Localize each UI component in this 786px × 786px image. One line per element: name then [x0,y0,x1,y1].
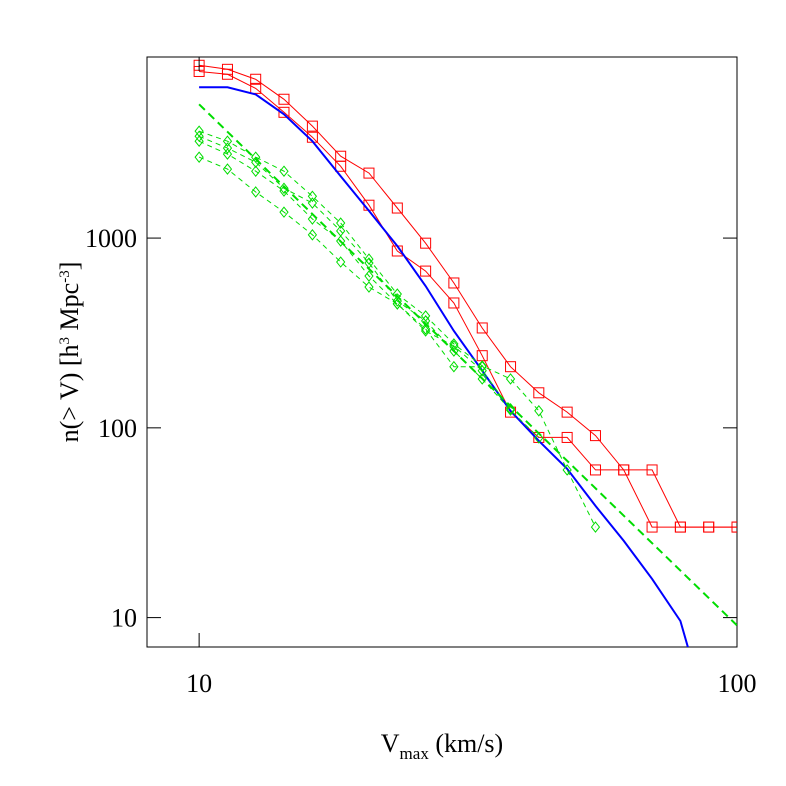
square-marker [731,521,737,533]
diamond-marker [392,295,402,307]
y-label-sup: 3 [57,337,73,345]
diamond-marker [420,325,431,337]
diamond-marker [307,197,318,209]
diamond-marker [420,323,431,335]
square-marker [250,73,262,85]
diamond-marker [279,165,289,178]
diamond-marker [222,148,233,160]
diamond-marker [222,135,233,147]
series-line [199,64,737,528]
square-marker [391,202,403,214]
diamond-marker [336,256,346,268]
diamond-marker [222,142,233,154]
plot-frame [146,56,738,648]
square-marker [674,521,686,533]
diamond-marker [477,364,487,377]
diamond-marker [251,156,261,169]
diamond-marker [477,360,487,373]
square-marker [278,106,290,118]
diamond-marker [194,151,204,163]
square-marker [589,464,601,476]
diamond-marker [590,521,601,533]
diamond-marker [449,345,459,357]
x-axis-label: Vmax (km/s) [381,729,503,763]
diamond-marker [279,182,289,195]
square-marker [306,120,318,132]
diamond-marker [279,206,289,218]
square-marker [505,361,517,373]
y-tick-label: 1000 [85,224,137,253]
square-marker [646,521,658,533]
square-marker [646,464,658,476]
square-marker [589,430,601,442]
series-line [198,130,596,528]
y-label-part: ] [55,262,84,271]
square-marker [618,464,630,476]
diamond-marker [307,190,318,203]
diamond-marker [477,373,487,385]
x-label-sub: max [400,744,430,763]
square-marker [221,68,233,80]
square-marker [420,265,432,277]
diamond-marker [534,404,544,417]
x-tick-label: 100 [718,669,757,698]
square-marker [703,521,715,533]
y-label-part: Mpc [55,283,84,337]
diamond-marker [364,270,374,282]
series-line [198,156,511,410]
square-marker [420,237,432,249]
diamond-marker [364,253,374,265]
square-marker [533,387,545,399]
series-line [199,71,737,528]
diamond-marker [251,165,261,178]
square-marker [278,93,290,105]
diamond-marker [336,217,346,229]
square-marker [448,277,460,289]
y-tick-label: 10 [111,604,137,633]
square-marker [561,406,573,418]
series-line [198,135,540,439]
diamond-marker [449,340,459,352]
y-axis-label: n(> V) [h3 Mpc-3] [55,262,84,443]
series-line [198,140,483,368]
diamond-marker [505,373,516,385]
diamond-marker [307,213,318,225]
diamond-marker [307,229,318,241]
square-marker [561,431,573,443]
y-label-sup: -3 [57,270,73,283]
square-marker [363,167,375,179]
diamond-marker [336,235,346,247]
diamond-marker [392,298,402,310]
diamond-marker [194,135,204,147]
series-line [199,86,689,647]
diamond-marker [534,432,544,444]
square-marker [476,322,488,334]
diamond-marker [505,404,516,416]
diamond-marker [449,338,459,350]
x-tick-label: 10 [186,669,212,698]
diamond-marker [562,464,572,476]
x-label-rest: (km/s) [429,729,503,758]
series-line [198,103,737,627]
square-marker [335,160,347,172]
square-marker [448,297,460,309]
x-label-main: V [381,729,400,758]
diamond-marker [251,186,261,198]
plot-area [193,59,737,647]
diamond-marker [505,402,516,415]
diamond-marker [279,185,289,197]
diamond-marker [251,151,261,163]
diamond-marker [222,163,233,175]
diamond-marker [364,257,374,269]
diamond-marker [449,360,459,373]
y-label-part: n(> V) [h [55,344,84,442]
diamond-marker [364,281,374,293]
y-tick-label: 100 [98,414,137,443]
